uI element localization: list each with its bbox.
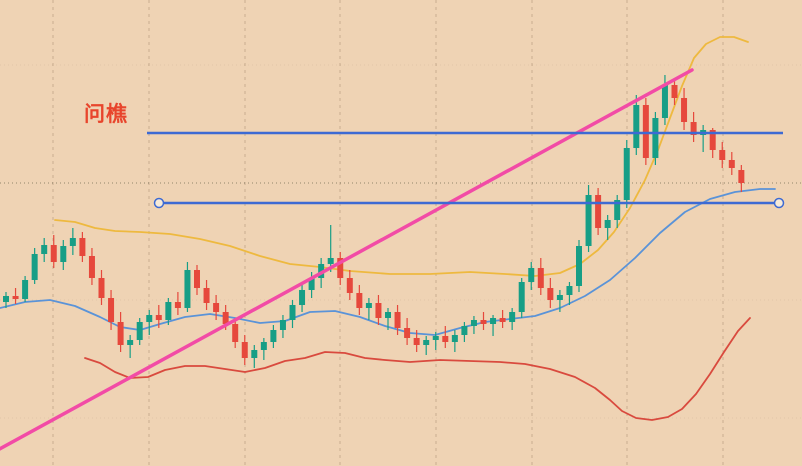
candle-body (117, 322, 124, 345)
candle-body (184, 270, 191, 308)
candle-body (108, 298, 115, 322)
candle-body (241, 342, 248, 358)
candle-body (423, 340, 430, 345)
candle-body (174, 302, 181, 308)
trend-line[interactable] (0, 68, 694, 452)
candle-body (385, 312, 391, 318)
candle-body (232, 324, 239, 342)
candle-body (136, 322, 143, 340)
candle-body (413, 338, 420, 345)
candle-body (60, 246, 67, 262)
candle-body (222, 312, 229, 324)
candle-body (661, 85, 668, 118)
candle-body (509, 312, 516, 322)
candle-body (709, 130, 716, 150)
candle-body (356, 293, 363, 308)
candle-body (480, 320, 487, 324)
candle-body (3, 296, 9, 302)
candle-body (470, 320, 477, 326)
candle-body (537, 268, 544, 288)
candle-body (719, 150, 726, 160)
candle-body (490, 318, 497, 324)
candle-body (155, 315, 162, 320)
candle-body (79, 238, 86, 256)
candle-body (576, 246, 582, 286)
candle-body (614, 200, 621, 220)
candle-body (633, 105, 640, 148)
yellow-ma-line (54, 36, 749, 277)
candle-body (461, 326, 468, 335)
candle-body (652, 118, 659, 158)
candle-body (528, 268, 535, 282)
candle-body (499, 318, 506, 322)
candle-body (642, 105, 649, 158)
candle-body (604, 220, 611, 228)
candle-body (98, 278, 105, 298)
candle-body (213, 303, 220, 312)
chart-annotation-label[interactable]: 问樵 (84, 102, 128, 126)
candle-body (442, 336, 449, 342)
candle-body (69, 238, 76, 246)
candle-body (404, 328, 411, 338)
candle-body (299, 290, 306, 305)
candle-body (327, 258, 334, 264)
candle-body (681, 98, 688, 122)
candle-body (12, 296, 19, 299)
candle-body (556, 295, 563, 300)
candle-body (432, 336, 439, 340)
candle-body (346, 278, 353, 293)
candle-body (203, 288, 210, 303)
candle-body (279, 320, 286, 330)
line-handle[interactable] (773, 197, 785, 209)
candle-body (289, 305, 296, 320)
candle-body (623, 148, 630, 200)
candle-body (547, 288, 554, 300)
candle-body (308, 278, 315, 290)
candle-body (50, 245, 57, 262)
candle-body (41, 245, 48, 254)
line-handle[interactable] (153, 197, 165, 209)
candle-body (451, 335, 458, 342)
candle-body (375, 303, 382, 318)
candle-body (728, 160, 735, 168)
candle-body (690, 122, 697, 135)
candle-body (146, 315, 153, 322)
candle-body (31, 254, 38, 280)
candle-body (585, 195, 592, 246)
candle-body (394, 312, 401, 328)
candle-body (671, 85, 678, 98)
candle-body (127, 340, 134, 345)
candle-body (738, 170, 745, 183)
candle-body (251, 350, 258, 358)
candle-body (518, 282, 525, 312)
candle-body (165, 302, 172, 320)
candle-body (260, 342, 267, 350)
candle-body (22, 280, 29, 299)
candle-body (270, 330, 277, 342)
candle-body (88, 256, 95, 278)
candle-body (566, 286, 573, 295)
blue-ma-line (0, 188, 776, 336)
candle-body (337, 258, 344, 278)
candle-body (595, 195, 602, 228)
candle-body (365, 303, 372, 308)
candle-body (194, 270, 200, 288)
lower-band-line (84, 317, 751, 421)
